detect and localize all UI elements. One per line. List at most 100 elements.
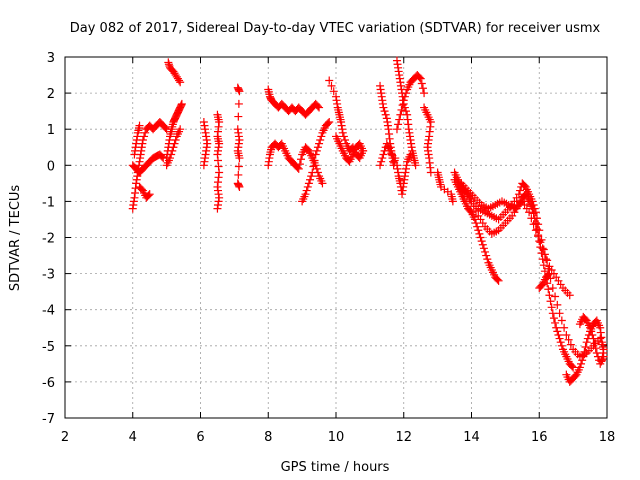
data-point <box>472 219 481 228</box>
data-point <box>493 275 502 284</box>
data-point <box>325 76 334 85</box>
data-point <box>145 190 154 199</box>
data-point <box>479 244 488 253</box>
data-point <box>539 245 548 254</box>
x-tick-label: 6 <box>196 430 204 445</box>
x-tick-label: 2 <box>61 430 69 445</box>
data-point <box>306 175 315 184</box>
series-track-t <box>392 71 429 134</box>
data-point <box>555 334 564 343</box>
data-point <box>402 107 411 116</box>
data-point <box>548 309 557 318</box>
data-point <box>477 237 486 246</box>
data-point <box>381 110 390 119</box>
series-track-c <box>130 121 144 159</box>
data-point <box>312 146 321 155</box>
x-axis-ticks: 2 4 6 8 10 12 14 16 18 <box>61 57 615 445</box>
data-point <box>474 226 483 235</box>
x-tick-label: 14 <box>463 430 480 445</box>
data-point <box>579 352 588 361</box>
data-point <box>562 330 571 339</box>
data-point <box>316 136 325 145</box>
data-point <box>544 285 553 294</box>
x-tick-label: 4 <box>129 430 137 445</box>
data-point <box>566 340 575 349</box>
data-point <box>234 99 243 108</box>
data-point <box>161 123 170 132</box>
series-track-m <box>298 117 334 206</box>
data-point <box>478 240 487 249</box>
data-point <box>168 146 177 155</box>
data-point <box>546 297 555 306</box>
data-point <box>528 197 537 206</box>
data-point <box>482 251 491 260</box>
data-point <box>527 214 536 223</box>
y-tick-label: -7 <box>42 412 55 427</box>
data-point <box>590 339 599 348</box>
y-axis-ticks: 3 2 1 0 -1 -2 -3 -4 -5 -6 -7 <box>42 51 607 427</box>
data-point <box>534 232 543 241</box>
data-point <box>171 136 180 145</box>
data-point <box>481 247 490 256</box>
series-track-g <box>162 125 185 170</box>
data-point <box>539 261 548 270</box>
series-track-j <box>233 83 244 191</box>
data-point <box>213 204 222 213</box>
y-tick-label: -6 <box>42 376 55 391</box>
x-tick-label: 10 <box>328 430 345 445</box>
data-point <box>303 182 312 191</box>
data-point <box>514 190 523 199</box>
data-point <box>327 81 336 90</box>
data-point <box>545 291 554 300</box>
y-tick-label: 2 <box>47 87 55 102</box>
data-point <box>318 179 327 188</box>
data-point <box>582 338 591 347</box>
data-point <box>589 334 598 343</box>
series-track-d <box>135 182 154 202</box>
data-point <box>554 330 563 339</box>
data-point <box>426 168 435 177</box>
data-point <box>235 182 244 191</box>
y-tick-label: 1 <box>47 123 55 138</box>
series-track-u <box>420 103 435 177</box>
data-point <box>416 74 425 83</box>
series-track-b <box>128 150 168 177</box>
data-point <box>552 323 561 332</box>
data-point <box>577 359 586 368</box>
y-tick-label: -3 <box>42 268 55 283</box>
data-point <box>329 87 338 96</box>
data-point <box>530 204 539 213</box>
data-point <box>531 208 540 217</box>
x-tick-label: 8 <box>264 430 272 445</box>
x-tick-label: 12 <box>395 430 412 445</box>
data-point <box>304 179 313 188</box>
data-point <box>557 341 566 350</box>
data-point <box>234 162 243 171</box>
data-point <box>199 161 208 170</box>
data-point <box>536 238 545 247</box>
data-point <box>313 102 322 111</box>
data-point <box>376 161 385 170</box>
data-point <box>564 335 573 344</box>
data-point <box>176 78 185 87</box>
data-point <box>529 220 538 229</box>
data-point <box>324 119 333 128</box>
data-point <box>394 120 403 129</box>
data-point <box>420 89 429 98</box>
series-track-n <box>325 76 368 163</box>
y-axis-label: SDTVAR / TECUs <box>8 185 23 292</box>
x-axis-label: GPS time / hours <box>281 460 390 475</box>
data-point <box>315 139 324 148</box>
y-tick-label: -5 <box>42 340 55 355</box>
data-point <box>592 349 601 358</box>
data-point <box>389 154 398 163</box>
data-point <box>549 314 558 323</box>
data-point <box>379 150 388 159</box>
data-point <box>392 125 401 134</box>
data-point <box>448 197 457 206</box>
data-point <box>175 76 184 85</box>
data-point <box>531 226 540 235</box>
data-point <box>599 352 608 361</box>
data-point <box>494 276 503 285</box>
